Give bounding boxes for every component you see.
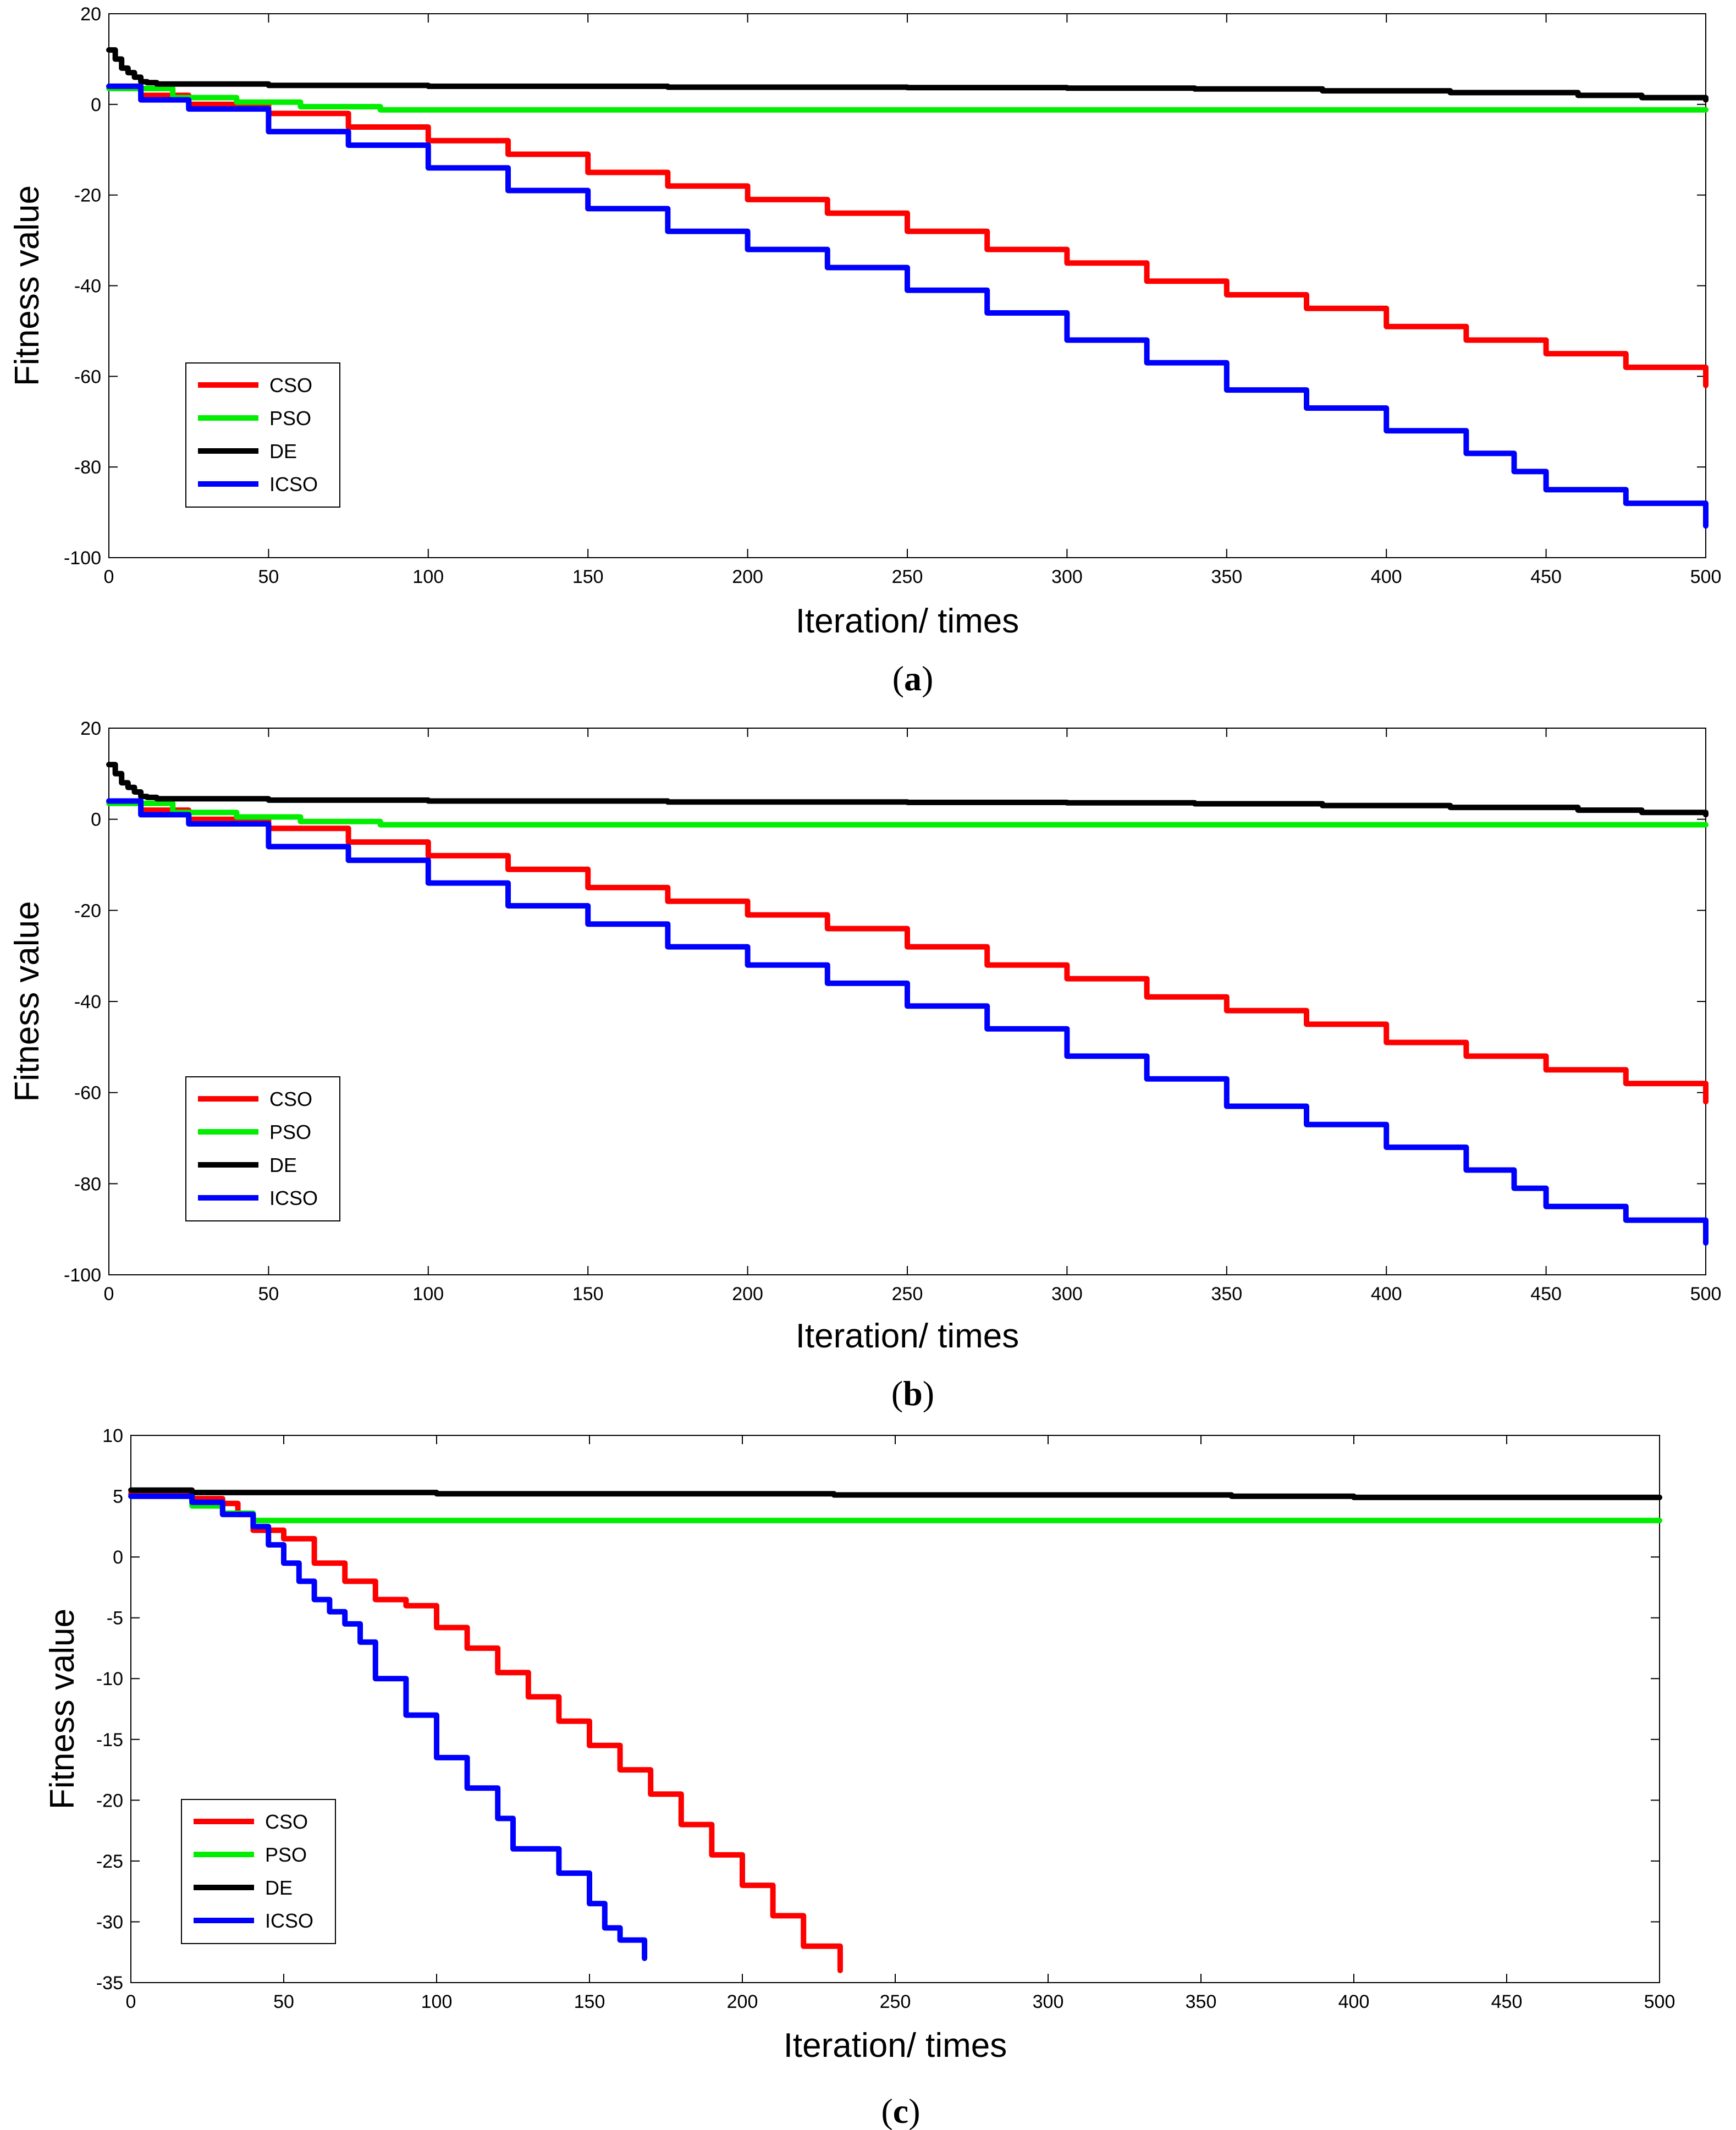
legend-label-cso: CSO <box>265 1810 308 1833</box>
x-tick-label: 450 <box>1530 566 1562 587</box>
plot-frame <box>130 1435 1660 1983</box>
x-tick-label: 300 <box>1051 566 1083 587</box>
figure-caption: (b) <box>891 1374 934 1413</box>
x-tick-label: 450 <box>1530 1284 1562 1305</box>
x-tick-label: 150 <box>574 1991 605 2012</box>
y-tick-label: -100 <box>64 1265 101 1286</box>
y-tick-label: -40 <box>74 992 101 1012</box>
y-tick-label: -80 <box>74 1174 101 1195</box>
legend-label-cso: CSO <box>269 1088 312 1110</box>
series-line-icso <box>106 798 1709 1246</box>
y-tick-label: -10 <box>96 1669 123 1689</box>
y-tick-label: -80 <box>74 457 101 478</box>
x-tick-label: 0 <box>104 1284 114 1305</box>
figure-caption: (c) <box>881 2092 920 2130</box>
x-axis-label: Iteration/ times <box>784 2027 1007 2065</box>
y-axis-label: Fitness value <box>8 185 46 386</box>
series-line-cso <box>106 83 1709 388</box>
y-tick-label: 5 <box>113 1487 123 1507</box>
caption-letter: b <box>903 1374 923 1413</box>
y-tick-label: -25 <box>96 1851 123 1872</box>
legend-label-de: DE <box>265 1876 293 1899</box>
y-tick-label: 0 <box>91 95 101 115</box>
series-line-de <box>106 47 1709 103</box>
x-tick-label: 0 <box>104 566 114 587</box>
x-tick-label: 350 <box>1211 566 1242 587</box>
x-tick-label: 400 <box>1371 1284 1402 1305</box>
x-tick-label: 50 <box>258 1284 279 1305</box>
x-tick-label: 100 <box>421 1991 453 2012</box>
y-tick-label: -35 <box>96 1973 123 1994</box>
legend-label-de: DE <box>269 440 297 463</box>
legend-label-icso: ICSO <box>269 473 318 496</box>
y-tick-label: -20 <box>96 1790 123 1811</box>
y-tick-label: -20 <box>74 900 101 921</box>
x-tick-label: 250 <box>892 1284 923 1305</box>
x-tick-label: 200 <box>727 1991 758 2012</box>
y-axis-label: Fitness value <box>43 1609 81 1809</box>
x-axis-label: Iteration/ times <box>796 602 1019 640</box>
legend-label-de: DE <box>269 1154 297 1176</box>
y-tick-label: -100 <box>64 548 101 569</box>
x-tick-label: 100 <box>412 1284 444 1305</box>
legend-label-pso: PSO <box>265 1843 307 1866</box>
caption-letter: c <box>893 2092 908 2130</box>
y-tick-label: -60 <box>74 1083 101 1104</box>
x-tick-label: 300 <box>1033 1991 1064 2012</box>
y-axis-label: Fitness value <box>8 901 46 1102</box>
x-tick-label: 50 <box>258 566 279 587</box>
y-tick-label: -40 <box>74 276 101 297</box>
x-tick-label: 100 <box>412 566 444 587</box>
legend-label-icso: ICSO <box>265 1909 313 1932</box>
legend-label-pso: PSO <box>269 407 311 430</box>
series-line-de <box>128 1487 1662 1500</box>
y-tick-label: -30 <box>96 1912 123 1933</box>
x-tick-label: 500 <box>1644 1991 1676 2012</box>
y-tick-label: 20 <box>80 4 101 25</box>
series-line-icso <box>128 1493 648 1961</box>
y-tick-label: 20 <box>80 718 101 739</box>
legend-label-icso: ICSO <box>269 1187 318 1209</box>
x-tick-label: 500 <box>1690 1284 1722 1305</box>
x-tick-label: 150 <box>572 1284 604 1305</box>
x-tick-label: 250 <box>880 1991 911 2012</box>
chart-b: 0 50 100 150 200 250 300 350 400 450 500200-20-40-… <box>8 718 1721 1413</box>
x-tick-label: 250 <box>892 566 923 587</box>
y-tick-label: 0 <box>91 810 101 830</box>
x-tick-label: 350 <box>1186 1991 1217 2012</box>
series-line-icso <box>106 83 1709 529</box>
legend-label-cso: CSO <box>269 374 312 397</box>
x-tick-label: 0 <box>126 1991 136 2012</box>
x-axis-label: Iteration/ times <box>796 1317 1019 1355</box>
y-tick-label: -15 <box>96 1730 123 1751</box>
x-tick-label: 350 <box>1211 1284 1242 1305</box>
chart-a: 0 50 100 150 200 250 300 350 400 450 500200-20-40-… <box>8 4 1721 698</box>
y-tick-label: -5 <box>107 1608 123 1629</box>
x-tick-label: 400 <box>1371 566 1402 587</box>
x-tick-label: 400 <box>1338 1991 1370 2012</box>
x-tick-label: 50 <box>273 1991 294 2012</box>
y-tick-label: -20 <box>74 185 101 206</box>
y-tick-label: 0 <box>113 1547 123 1568</box>
x-tick-label: 200 <box>732 1284 763 1305</box>
x-tick-label: 450 <box>1491 1991 1523 2012</box>
y-tick-label: -60 <box>74 366 101 387</box>
x-tick-label: 200 <box>732 566 763 587</box>
caption-letter: a <box>904 659 922 698</box>
legend-label-pso: PSO <box>269 1121 311 1143</box>
x-tick-label: 150 <box>572 566 604 587</box>
chart-c: 0 50 100 150 200 250 300 350 400 450 5001050-5-10-… <box>43 1425 1675 2130</box>
y-tick-label: 10 <box>102 1425 123 1446</box>
x-tick-label: 300 <box>1051 1284 1083 1305</box>
figure-caption: (a) <box>892 659 934 698</box>
series-line-de <box>106 762 1709 818</box>
x-tick-label: 500 <box>1690 566 1722 587</box>
series-line-cso <box>106 798 1709 1105</box>
